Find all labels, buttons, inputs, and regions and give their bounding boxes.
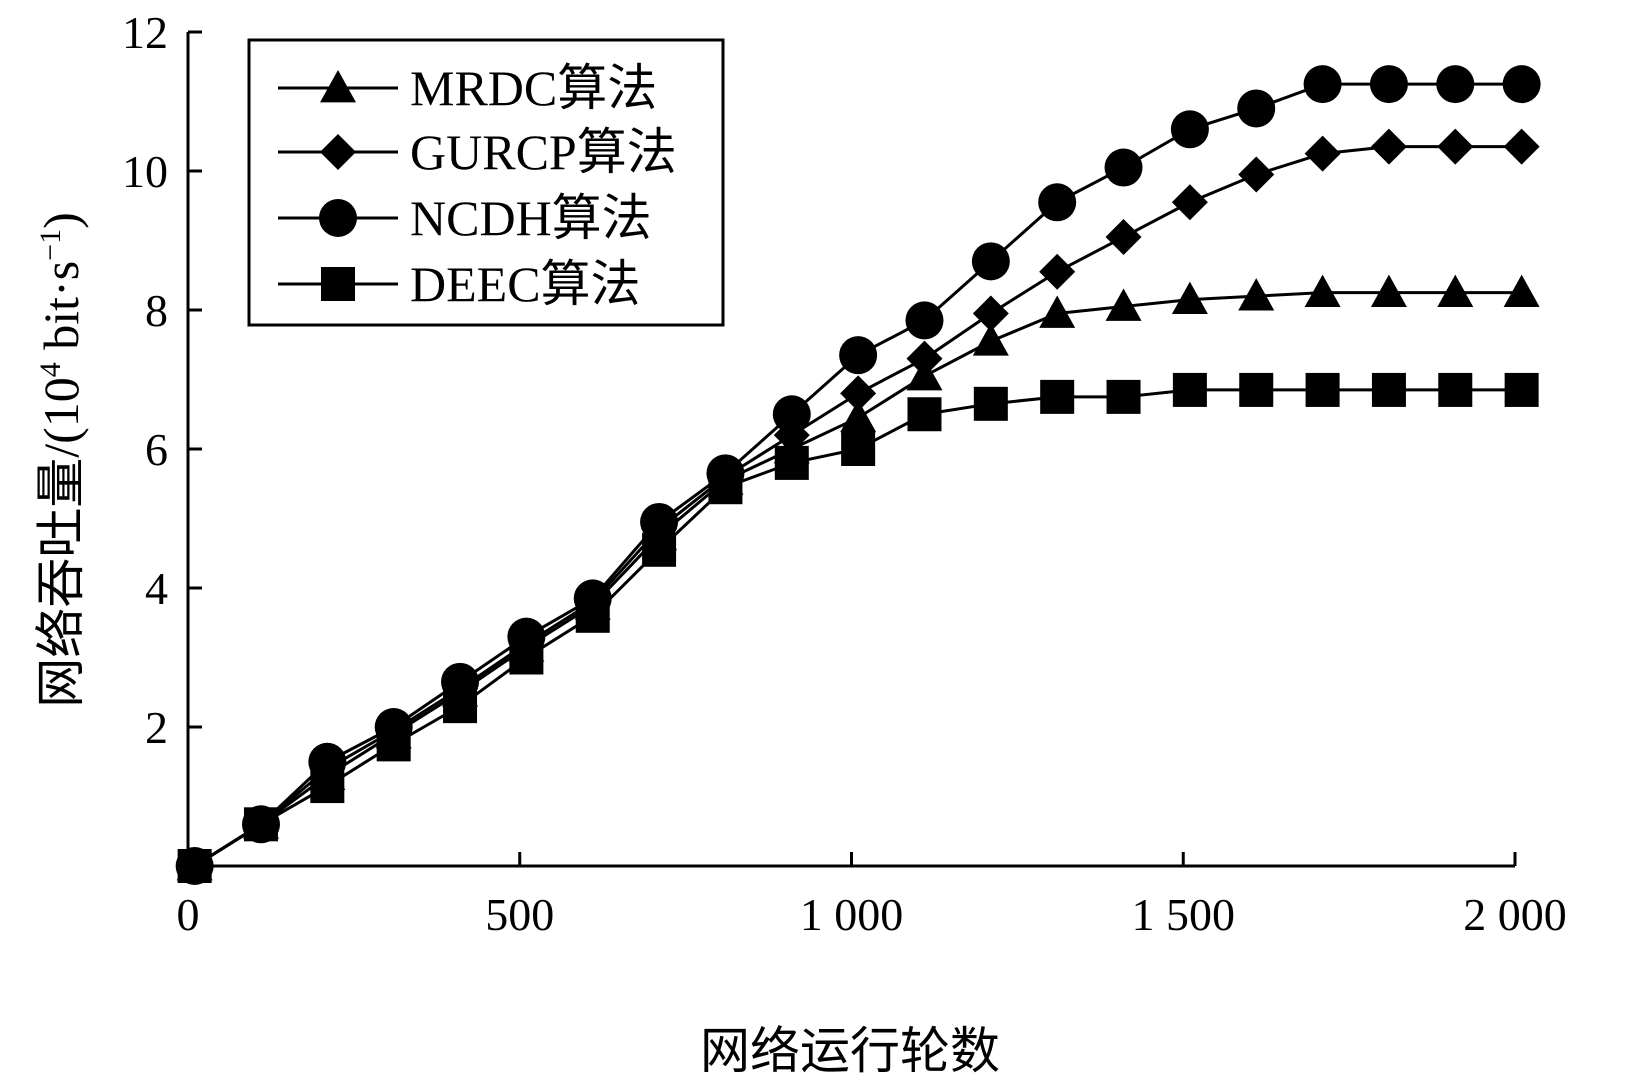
y-tick-label: 12 — [122, 7, 168, 58]
y-axis-title-exponent: 4 — [34, 362, 67, 377]
data-point — [374, 708, 413, 746]
x-tick-label: 2 000 — [1463, 889, 1567, 940]
data-point — [1106, 379, 1141, 414]
series-circle — [175, 65, 1541, 885]
y-tick-label: 6 — [145, 424, 168, 475]
data-point — [1105, 219, 1142, 256]
x-axis-title: 网络运行轮数 — [700, 1023, 1000, 1079]
data-point — [1171, 184, 1208, 221]
data-point — [972, 295, 1009, 332]
series-square — [177, 372, 1539, 883]
x-tick-label: 0 — [177, 889, 200, 940]
data-point — [1239, 372, 1274, 407]
data-point — [1303, 65, 1342, 104]
data-point — [1104, 148, 1143, 187]
data-point — [1503, 128, 1540, 165]
legend-marker — [320, 134, 356, 170]
ticks: 0 500 1 000 1 500 2 000 2 4 6 8 10 12 — [122, 7, 1567, 940]
data-point — [906, 340, 943, 377]
x-tick-label: 1 500 — [1132, 889, 1236, 940]
y-tick-label: 2 — [145, 702, 168, 753]
data-point — [972, 323, 1009, 356]
data-point — [839, 336, 878, 375]
data-point — [1171, 281, 1208, 314]
data-point — [1040, 379, 1075, 414]
y-axis-title-unit: bit·s — [33, 261, 89, 362]
data-point — [175, 847, 214, 885]
data-point — [507, 617, 546, 656]
data-point — [1437, 128, 1474, 165]
legend-label: MRDC算法 — [410, 60, 657, 116]
data-point — [1436, 65, 1475, 104]
legend-marker — [321, 267, 355, 301]
data-point — [905, 301, 944, 340]
y-axis-title-unit-exponent: −1 — [34, 229, 67, 261]
data-point — [1502, 65, 1541, 104]
data-point — [840, 375, 877, 412]
legend-marker — [320, 70, 356, 103]
data-point — [241, 805, 280, 844]
data-point — [573, 579, 612, 618]
data-point — [1438, 372, 1473, 407]
data-point — [706, 454, 745, 493]
data-point — [1504, 372, 1539, 407]
data-point — [973, 386, 1008, 421]
legend-label: GURCP算法 — [410, 124, 677, 180]
data-point — [1437, 274, 1474, 308]
y-tick-label: 4 — [145, 563, 168, 614]
data-point — [1039, 253, 1076, 290]
data-point — [308, 742, 347, 781]
data-point — [772, 395, 811, 434]
x-tick-label: 1 000 — [800, 889, 904, 940]
series-layer — [175, 65, 1541, 885]
data-point — [907, 397, 942, 432]
data-point — [1369, 65, 1408, 104]
data-point — [1237, 89, 1276, 128]
data-point — [1370, 128, 1407, 165]
y-axis-title-main: 网络吞吐量/(10 — [33, 377, 89, 708]
legend-label: NCDH算法 — [410, 190, 652, 246]
data-point — [1304, 274, 1341, 308]
data-point — [1304, 135, 1341, 172]
data-point — [1238, 156, 1275, 193]
legend-label: DEEC算法 — [410, 256, 641, 312]
data-point — [1105, 288, 1142, 321]
y-tick-label: 8 — [145, 285, 168, 336]
y-axis-title: 网络吞吐量/(104 bit·s−1) — [33, 212, 89, 708]
data-point — [1039, 295, 1076, 328]
y-tick-label: 10 — [122, 146, 168, 197]
y-axis-title-close: ) — [33, 212, 89, 229]
data-point — [1503, 274, 1540, 308]
legend: MRDC算法 GURCP算法 NCDH算法 DEEC算法 — [247, 38, 725, 327]
data-point — [1238, 278, 1275, 311]
data-point — [971, 242, 1010, 281]
data-point — [441, 662, 480, 701]
data-point — [1370, 274, 1407, 308]
data-point — [1305, 372, 1340, 407]
data-point — [1172, 372, 1207, 407]
data-point — [841, 432, 876, 466]
data-point — [1371, 372, 1406, 407]
data-point — [1170, 110, 1209, 149]
data-point — [640, 502, 679, 541]
legend-marker — [319, 199, 357, 237]
x-tick-label: 500 — [485, 889, 554, 940]
data-point — [1038, 183, 1077, 222]
data-point — [840, 399, 877, 433]
